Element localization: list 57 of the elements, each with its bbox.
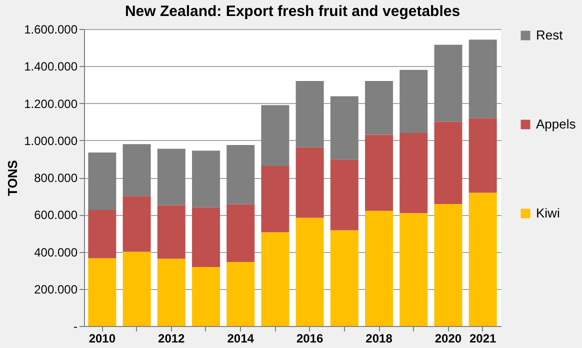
legend-label: Kiwi (536, 206, 560, 220)
y-tick-label: 800.000 (34, 171, 78, 185)
bar (157, 205, 186, 259)
y-tick-label: 600.000 (34, 208, 78, 222)
bar (192, 207, 220, 267)
bar (365, 80, 394, 135)
bar (122, 252, 151, 326)
bar (365, 210, 394, 326)
bar (261, 166, 290, 232)
bar (296, 218, 324, 326)
bar (261, 232, 290, 326)
legend-label: Rest (536, 28, 564, 42)
x-tick-label: 2014 (227, 332, 254, 346)
y-axis-title: TONS (5, 160, 20, 196)
bar (226, 204, 255, 262)
bar (400, 70, 428, 133)
x-tick-label: 2016 (296, 332, 324, 346)
bar (122, 196, 151, 252)
bar (122, 144, 151, 196)
bar (330, 96, 358, 160)
bar (88, 258, 116, 326)
y-tick-label: 1.600.000 (24, 22, 78, 36)
bar (330, 160, 358, 230)
bar (468, 192, 497, 326)
bar (330, 230, 358, 326)
bar (157, 148, 186, 206)
bar (88, 152, 116, 210)
bar (434, 122, 462, 204)
y-tick-label: 1.400.000 (24, 60, 78, 74)
y-tick-label: 200.000 (34, 282, 78, 296)
x-tick-label: 2012 (158, 332, 186, 346)
bar (157, 258, 186, 326)
bar (365, 134, 394, 211)
bar (296, 147, 324, 218)
bar (400, 213, 428, 326)
bar (261, 105, 290, 166)
bar (400, 132, 428, 214)
chart-title: New Zealand: Export fresh fruit and vegetables (124, 3, 460, 20)
bar (434, 204, 462, 326)
y-tick-label: - (74, 320, 78, 334)
y-tick-label: 1.200.000 (24, 96, 78, 111)
bar (468, 118, 497, 193)
y-tick-label: 400.000 (34, 245, 78, 260)
x-tick-label: 2021 (469, 332, 496, 346)
bar (226, 145, 255, 204)
legend-label: Appels (536, 116, 576, 132)
y-tick-label: 1.000.000 (24, 134, 78, 148)
bar (88, 210, 116, 258)
bar (434, 44, 462, 122)
bar (296, 80, 324, 148)
x-tick-label: 2010 (88, 332, 116, 346)
bar (226, 262, 255, 326)
bar (192, 266, 220, 326)
x-tick-label: 2020 (434, 332, 462, 346)
x-tick-label: 2018 (366, 332, 393, 346)
bar (468, 40, 497, 118)
bar (192, 150, 220, 208)
